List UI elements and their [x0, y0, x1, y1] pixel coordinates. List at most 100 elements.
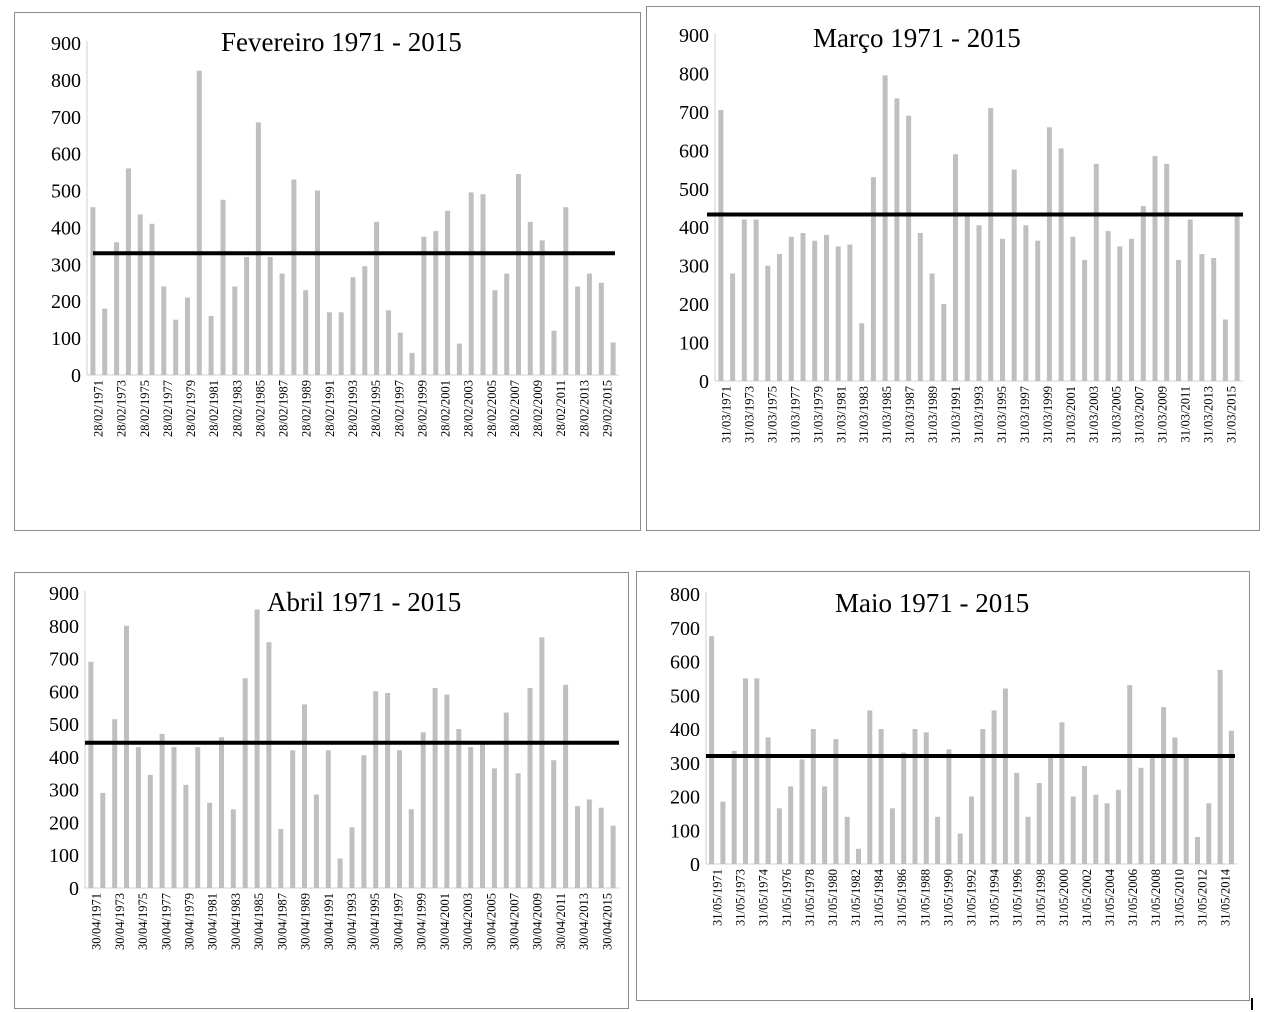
data-bar: [468, 192, 474, 375]
y-tick-label: 200: [49, 812, 79, 834]
data-bar: [551, 760, 557, 888]
x-tick-label: 31/05/1982: [849, 869, 863, 926]
x-tick-label: 28/02/1989: [300, 380, 314, 437]
data-bar: [290, 750, 296, 888]
data-bar: [349, 827, 355, 888]
data-bar: [232, 286, 238, 375]
data-bar: [315, 190, 320, 375]
data-bar: [1036, 783, 1042, 864]
chart-plot-fevereiro: 0 100 200 300 400 500 600 700 800 900 28/02/1971 28…: [51, 33, 619, 437]
x-tick-label: 31/03/2001: [1064, 386, 1078, 443]
x-tick-label: 30/04/1981: [206, 893, 220, 950]
data-bar: [799, 759, 805, 864]
x-tick-label: 31/03/1995: [995, 386, 1009, 443]
data-bar: [244, 257, 250, 375]
data-bar: [278, 829, 284, 888]
data-bar: [718, 110, 724, 381]
data-bar: [338, 312, 344, 375]
data-bar: [456, 729, 462, 888]
data-bar: [409, 352, 415, 375]
data-bar: [563, 207, 569, 375]
data-bar: [220, 199, 226, 375]
y-tick-label: 600: [670, 652, 700, 674]
data-bar: [147, 774, 153, 888]
data-bar: [598, 282, 604, 375]
x-tick-label: 30/04/2001: [438, 893, 452, 950]
x-tick-label: 31/03/1971: [719, 386, 733, 443]
x-tick-label: 30/04/2005: [484, 893, 498, 950]
data-bar: [88, 661, 94, 888]
y-tick-label: 600: [679, 140, 709, 162]
data-bar: [856, 848, 861, 864]
y-tick-label: 400: [51, 217, 81, 239]
x-tick-label: 31/05/2014: [1218, 868, 1232, 926]
data-bar: [196, 70, 202, 375]
data-bar: [185, 297, 190, 375]
data-bar: [433, 231, 439, 375]
x-tick-label: 30/04/1989: [299, 893, 313, 950]
data-bar: [1093, 794, 1099, 864]
data-bar: [492, 290, 498, 375]
x-tick-label: 30/04/1983: [229, 893, 243, 950]
data-bar: [161, 286, 167, 375]
y-tick-label: 500: [49, 714, 79, 736]
y-tick-label: 500: [670, 685, 700, 707]
data-bar: [114, 242, 120, 375]
data-bar: [173, 319, 179, 375]
x-tick-label: 31/05/1976: [780, 869, 794, 926]
data-bar: [432, 688, 438, 888]
page-edge-mark: [1251, 998, 1253, 1010]
chart-plot-marco: 0 100 200 300 400 500 600 700 800 900 31/03/1971 31…: [679, 25, 1243, 443]
data-bar: [1002, 688, 1008, 864]
y-tick-label: 400: [679, 217, 709, 239]
x-tick-label: 30/04/1973: [113, 893, 127, 950]
data-bar: [539, 240, 545, 375]
x-tick-label: 29/02/2015: [600, 380, 614, 437]
x-tick-label: 31/03/2009: [1156, 386, 1170, 443]
y-tick-label: 200: [51, 291, 81, 313]
data-bar: [1138, 767, 1144, 864]
x-tick-label: 31/05/2008: [1149, 869, 1163, 926]
data-bar: [397, 750, 402, 888]
y-tick-label: 800: [679, 63, 709, 85]
data-bar: [894, 98, 900, 382]
data-bar: [988, 108, 994, 381]
x-tick-label: 30/04/2015: [600, 893, 614, 950]
data-bar: [788, 786, 794, 864]
data-bar: [373, 691, 379, 888]
data-bar: [835, 246, 841, 381]
x-tick-label: 31/03/2005: [1110, 386, 1124, 443]
x-tick-label: 30/04/2003: [461, 893, 475, 950]
x-tick-label: 28/02/1971: [92, 380, 106, 437]
data-bar: [385, 693, 391, 888]
data-bar: [976, 225, 982, 381]
data-bar: [731, 750, 737, 864]
x-tick-label: 30/04/1979: [182, 893, 196, 950]
data-bar: [1129, 238, 1134, 381]
data-bar: [870, 177, 876, 381]
data-bar: [1140, 206, 1146, 381]
x-tick-label: 31/05/2000: [1057, 869, 1071, 926]
x-tick-label: 31/03/1985: [880, 386, 894, 443]
data-bar: [1070, 796, 1076, 864]
data-bar: [362, 266, 368, 375]
x-tick-label: 30/04/1985: [252, 893, 266, 950]
data-bar: [1222, 319, 1228, 381]
x-tick-label: 31/05/1988: [918, 869, 932, 926]
data-bar: [1199, 254, 1205, 381]
x-tick-label: 28/02/1979: [184, 380, 198, 437]
data-bar: [917, 233, 923, 381]
data-bar: [159, 733, 165, 888]
data-bar: [906, 115, 912, 381]
y-tick-label: 900: [679, 25, 709, 47]
data-bar: [1059, 722, 1065, 865]
x-tick-label: 28/02/2005: [485, 380, 499, 437]
x-tick-label: 31/05/2012: [1195, 869, 1209, 926]
data-bar: [812, 240, 818, 381]
x-tick-label: 28/02/1973: [115, 380, 129, 437]
data-bar: [149, 223, 155, 375]
x-tick-label: 30/04/1997: [391, 893, 405, 950]
data-bar: [788, 236, 794, 381]
data-bar: [1161, 707, 1167, 864]
data-bar: [1211, 258, 1217, 381]
